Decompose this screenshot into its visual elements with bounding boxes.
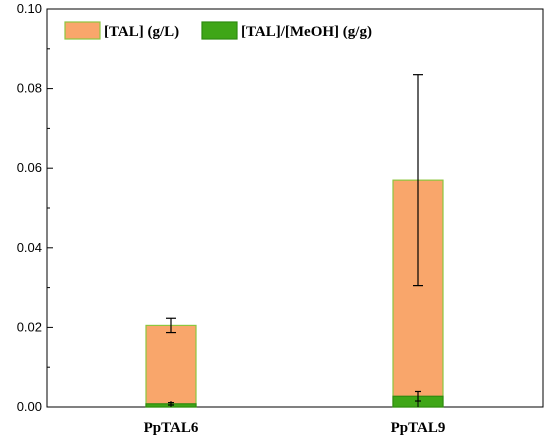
y-axis: 0.00 0.02 0.04 0.06 0.08 0.10 <box>17 1 53 414</box>
plot-frame <box>46 8 544 408</box>
x-category-label: PpTAL6 <box>144 420 199 436</box>
y-tick-label: 0.06 <box>17 160 42 175</box>
y-tick-label: 0.02 <box>17 319 42 334</box>
bars-layer <box>145 179 444 408</box>
legend-label-tal-per-meoh: [TAL]/[MeOH] (g/g) <box>241 24 372 40</box>
legend-swatch-tal <box>64 21 101 40</box>
y-tick-label: 0.08 <box>17 81 42 96</box>
legend: [TAL] (g/L) [TAL]/[MeOH] (g/g) <box>64 21 372 40</box>
y-tick-label: 0.04 <box>17 240 42 255</box>
x-category-label: PpTAL9 <box>391 420 446 436</box>
y-tick-label: 0.10 <box>17 1 42 16</box>
legend-swatch-tal-per-meoh <box>201 21 238 40</box>
legend-label-tal: [TAL] (g/L) <box>104 24 179 40</box>
x-axis: PpTAL6 PpTAL9 <box>144 401 446 436</box>
y-tick-label: 0.00 <box>17 399 42 414</box>
bar-tal-pptal6 <box>145 324 197 408</box>
error-bars-layer <box>166 74 423 406</box>
